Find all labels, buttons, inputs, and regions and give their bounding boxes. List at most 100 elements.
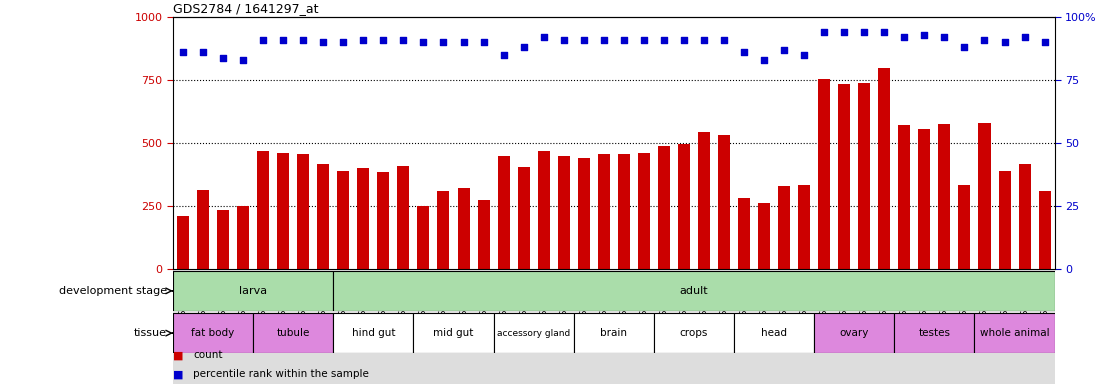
- Bar: [237, 206, 249, 269]
- Point: [915, 32, 933, 38]
- Bar: [718, 136, 730, 269]
- Bar: [815, 313, 894, 353]
- Point: [715, 37, 733, 43]
- Point: [695, 37, 713, 43]
- Text: accessory gland: accessory gland: [497, 329, 570, 338]
- Bar: [177, 216, 189, 269]
- Bar: [578, 158, 589, 269]
- Bar: [538, 151, 550, 269]
- Text: head: head: [761, 328, 787, 338]
- Point: [454, 40, 472, 46]
- Point: [835, 29, 853, 35]
- Text: brain: brain: [600, 328, 627, 338]
- Point: [816, 29, 834, 35]
- Text: count: count: [193, 350, 222, 360]
- Point: [935, 34, 953, 40]
- Point: [494, 52, 512, 58]
- Point: [214, 55, 232, 61]
- Bar: [257, 151, 269, 269]
- Bar: [618, 154, 629, 269]
- Bar: [173, 313, 253, 353]
- Point: [375, 37, 393, 43]
- Bar: [959, 185, 971, 269]
- Bar: [498, 156, 510, 269]
- Point: [194, 50, 212, 56]
- Bar: [334, 313, 413, 353]
- Text: ovary: ovary: [839, 328, 869, 338]
- Text: crops: crops: [680, 328, 709, 338]
- Point: [635, 37, 653, 43]
- Point: [434, 40, 452, 46]
- Bar: [939, 124, 951, 269]
- Bar: [458, 188, 470, 269]
- Point: [615, 37, 633, 43]
- Point: [1016, 34, 1033, 40]
- Text: ■: ■: [173, 369, 183, 379]
- Point: [355, 37, 373, 43]
- Point: [796, 52, 814, 58]
- Point: [335, 40, 353, 46]
- Bar: [858, 83, 870, 269]
- Bar: [778, 186, 790, 269]
- Point: [875, 29, 893, 35]
- Text: tubule: tubule: [277, 328, 310, 338]
- Bar: [918, 129, 931, 269]
- Bar: [798, 185, 810, 269]
- Bar: [493, 313, 574, 353]
- Bar: [677, 144, 690, 269]
- Bar: [657, 146, 670, 269]
- Point: [975, 37, 993, 43]
- Point: [955, 45, 973, 51]
- Point: [895, 34, 913, 40]
- Point: [735, 50, 753, 56]
- Point: [776, 47, 793, 53]
- Bar: [297, 154, 309, 269]
- Bar: [253, 313, 334, 353]
- Point: [394, 37, 412, 43]
- Text: development stage: development stage: [59, 286, 167, 296]
- Point: [315, 40, 333, 46]
- Point: [675, 37, 693, 43]
- Bar: [397, 166, 410, 269]
- Bar: [574, 313, 654, 353]
- Bar: [999, 171, 1011, 269]
- Text: fat body: fat body: [192, 328, 234, 338]
- Bar: [1039, 191, 1050, 269]
- Point: [995, 40, 1013, 46]
- Bar: [478, 200, 490, 269]
- Bar: [518, 167, 530, 269]
- Bar: [738, 199, 750, 269]
- Point: [535, 34, 552, 40]
- Text: GDS2784 / 1641297_at: GDS2784 / 1641297_at: [173, 2, 318, 15]
- Bar: [758, 204, 770, 269]
- Point: [275, 37, 292, 43]
- Point: [555, 37, 573, 43]
- Point: [295, 37, 312, 43]
- Point: [234, 57, 252, 63]
- Point: [474, 40, 492, 46]
- Bar: [198, 190, 209, 269]
- Bar: [413, 313, 493, 353]
- Bar: [818, 79, 830, 269]
- Bar: [337, 171, 349, 269]
- Bar: [638, 153, 650, 269]
- Text: testes: testes: [918, 328, 951, 338]
- Point: [655, 37, 673, 43]
- Bar: [734, 313, 815, 353]
- Text: ■: ■: [173, 350, 183, 360]
- Bar: [698, 132, 710, 269]
- Point: [1036, 40, 1054, 46]
- Bar: [654, 313, 734, 353]
- Bar: [1019, 164, 1030, 269]
- Text: larva: larva: [239, 286, 267, 296]
- Bar: [217, 210, 229, 269]
- Bar: [979, 123, 991, 269]
- Bar: [437, 191, 450, 269]
- Bar: [317, 164, 329, 269]
- Point: [174, 50, 192, 56]
- Bar: [974, 313, 1055, 353]
- Point: [855, 29, 873, 35]
- Point: [254, 37, 272, 43]
- Bar: [277, 153, 289, 269]
- Bar: [173, 271, 334, 311]
